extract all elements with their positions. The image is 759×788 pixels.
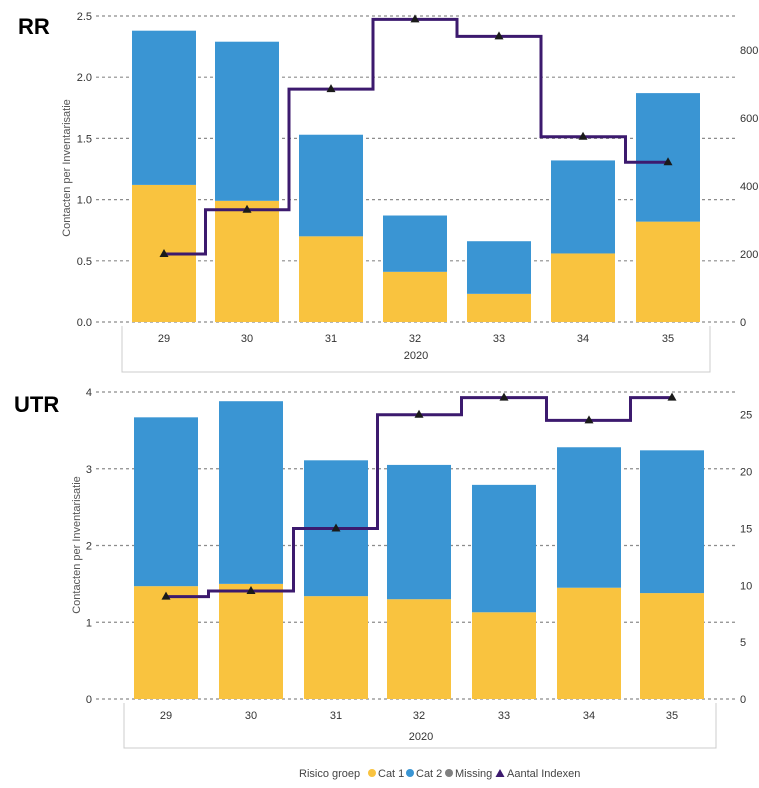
y2-tick-rr-2: 400 [740, 181, 758, 193]
y-tick-rr-5: 2.5 [77, 11, 92, 23]
bar-cat2-rr-34 [551, 160, 615, 254]
panel-label-rr: RR [18, 14, 50, 39]
bar-cat2-rr-33 [467, 241, 531, 294]
y-axis-title-rr: Contacten per Inventarisatie [61, 99, 73, 237]
x-tick-rr-32: 32 [409, 333, 421, 345]
marker-indexen-rr-31 [326, 84, 336, 93]
y2-tick-rr-0: 0 [740, 317, 746, 329]
bar-cat1-rr-33 [467, 293, 531, 322]
bar-cat1-utr-32 [387, 599, 451, 699]
y-tick-rr-4: 2.0 [77, 72, 92, 84]
bar-cat1-utr-31 [304, 596, 368, 699]
marker-indexen-rr-33 [494, 31, 504, 40]
x-tick-utr-30: 30 [245, 710, 257, 722]
y-tick-utr-1: 1 [86, 617, 92, 629]
bar-cat1-rr-35 [636, 221, 700, 322]
bar-cat2-utr-35 [640, 450, 704, 594]
marker-indexen-utr-32 [414, 409, 424, 418]
legend-indexen-marker [495, 769, 505, 777]
y-tick-rr-2: 1.0 [77, 195, 92, 207]
x-tick-rr-33: 33 [493, 333, 505, 345]
y-tick-rr-0: 0.0 [77, 317, 92, 329]
marker-indexen-utr-30 [246, 585, 256, 594]
bar-cat1-utr-34 [557, 587, 621, 699]
x-group-label-rr: 2020 [404, 350, 428, 362]
legend-indexen-label: Aantal Indexen [507, 768, 580, 780]
x-tick-utr-35: 35 [666, 710, 678, 722]
y2-tick-utr-0: 0 [740, 694, 746, 706]
y-tick-rr-3: 1.5 [77, 133, 92, 145]
bar-cat2-utr-32 [387, 464, 451, 600]
marker-indexen-utr-34 [584, 415, 594, 424]
bar-cat1-rr-34 [551, 253, 615, 322]
x-tick-rr-31: 31 [325, 333, 337, 345]
x-tick-utr-34: 34 [583, 710, 595, 722]
y2-tick-rr-3: 600 [740, 113, 758, 125]
marker-indexen-rr-35 [663, 157, 673, 166]
marker-indexen-utr-29 [161, 591, 171, 600]
bar-cat2-utr-33 [472, 484, 536, 613]
bar-cat2-rr-31 [299, 134, 363, 237]
legend-missing-marker [445, 769, 453, 777]
bar-cat1-utr-30 [219, 583, 283, 699]
x-tick-utr-32: 32 [413, 710, 425, 722]
bar-cat1-rr-30 [215, 200, 279, 322]
y2-tick-utr-5: 25 [740, 410, 752, 422]
x-tick-rr-34: 34 [577, 333, 589, 345]
x-tick-rr-30: 30 [241, 333, 253, 345]
bar-cat1-rr-32 [383, 271, 447, 322]
bar-cat1-utr-33 [472, 612, 536, 699]
y-tick-utr-4: 4 [86, 387, 92, 399]
legend-title: Risico groep [299, 768, 360, 780]
marker-indexen-rr-34 [578, 131, 588, 140]
marker-indexen-utr-31 [331, 523, 341, 532]
legend-cat2-marker [406, 769, 414, 777]
y-tick-utr-2: 2 [86, 541, 92, 553]
x-tick-utr-31: 31 [330, 710, 342, 722]
bar-cat2-utr-30 [219, 401, 283, 584]
bar-cat2-rr-30 [215, 41, 279, 201]
marker-indexen-utr-33 [499, 392, 509, 401]
marker-indexen-rr-30 [242, 204, 252, 213]
y2-tick-rr-4: 800 [740, 45, 758, 57]
y-tick-rr-1: 0.5 [77, 256, 92, 268]
bar-cat1-rr-31 [299, 236, 363, 322]
y2-tick-utr-2: 10 [740, 580, 752, 592]
y2-tick-utr-1: 5 [740, 637, 746, 649]
legend-cat2-label: Cat 2 [416, 768, 442, 780]
x-tick-utr-33: 33 [498, 710, 510, 722]
bar-cat2-rr-32 [383, 215, 447, 272]
x-tick-rr-35: 35 [662, 333, 674, 345]
y2-tick-rr-1: 200 [740, 249, 758, 261]
legend: Risico groep Cat 1 Cat 2 Missing Aantal … [299, 768, 580, 780]
x-group-label-utr: 2020 [409, 731, 433, 743]
x-tick-utr-29: 29 [160, 710, 172, 722]
marker-indexen-rr-32 [410, 14, 420, 23]
y2-tick-utr-4: 20 [740, 467, 752, 479]
x-axis-frame-utr [123, 703, 717, 749]
bar-cat1-utr-35 [640, 593, 704, 699]
legend-cat1-marker [368, 769, 376, 777]
marker-indexen-utr-35 [667, 392, 677, 401]
y-tick-utr-3: 3 [86, 464, 92, 476]
legend-cat1-label: Cat 1 [378, 768, 404, 780]
x-axis-frame-rr [121, 326, 711, 373]
marker-indexen-rr-29 [159, 249, 169, 257]
y-axis-title-utr: Contacten per Inventarisatie [71, 476, 83, 614]
x-tick-rr-29: 29 [158, 333, 170, 345]
panel-label-utr: UTR [14, 392, 59, 417]
bar-cat2-rr-29 [132, 30, 196, 185]
bar-cat2-utr-34 [557, 447, 621, 588]
y-tick-utr-0: 0 [86, 694, 92, 706]
legend-missing-label: Missing [455, 768, 492, 780]
bar-cat1-utr-29 [134, 586, 198, 699]
y2-tick-utr-3: 15 [740, 523, 752, 535]
bar-cat2-utr-29 [134, 417, 198, 587]
